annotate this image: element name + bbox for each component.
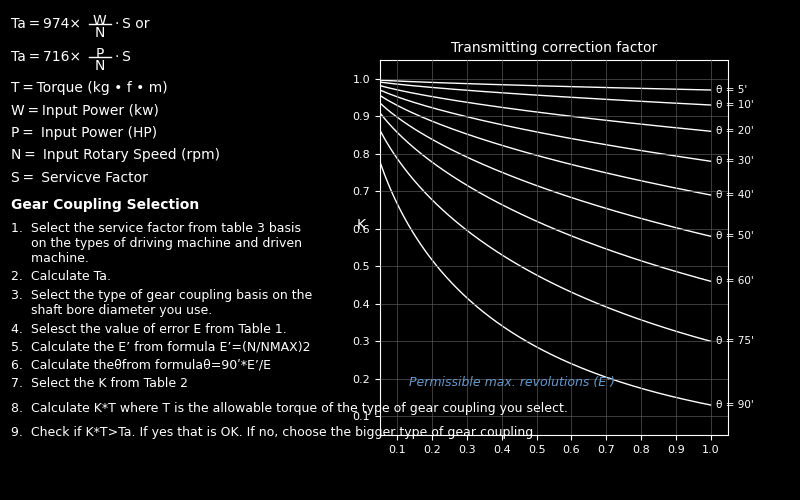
Text: 4.  Selesct the value of error E from Table 1.: 4. Selesct the value of error E from Tab… [11,323,287,336]
Text: 6.  Calculate theθfrom formulaθ=90ʹ*E’/E: 6. Calculate theθfrom formulaθ=90ʹ*E’/E [11,359,271,372]
Text: · S or: · S or [114,18,149,32]
Text: θ = 90': θ = 90' [716,400,754,410]
Text: N: N [94,26,105,40]
Text: T = Torque (kg • f • m): T = Torque (kg • f • m) [11,81,168,95]
Text: θ = 40': θ = 40' [716,190,754,200]
Text: W = Input Power (kw): W = Input Power (kw) [11,104,159,118]
Text: · S: · S [114,50,130,64]
Text: P =  Input Power (HP): P = Input Power (HP) [11,126,158,140]
Text: Ta = 974×: Ta = 974× [11,18,82,32]
Text: P: P [95,46,104,60]
Text: on the types of driving machine and driven: on the types of driving machine and driv… [11,238,302,250]
Text: W: W [93,14,106,28]
Text: θ = 75': θ = 75' [716,336,754,346]
Text: S =  Servicve Factor: S = Servicve Factor [11,171,148,185]
Text: 5.  Calculate the E’ from formula E’=(N/NMAX)2: 5. Calculate the E’ from formula E’=(N/N… [11,341,310,354]
Text: Gear Coupling Selection: Gear Coupling Selection [11,198,199,211]
Text: 8.  Calculate K*T where T is the allowable torque of the type of gear coupling y: 8. Calculate K*T where T is the allowabl… [11,402,568,415]
Text: N: N [94,58,105,72]
Text: N =  Input Rotary Speed (rpm): N = Input Rotary Speed (rpm) [11,148,220,162]
Text: Permissible max. revolutions (E’): Permissible max. revolutions (E’) [410,376,615,389]
Text: θ = 60': θ = 60' [716,276,754,286]
Text: θ = 30': θ = 30' [716,156,754,166]
Text: 1.  Select the service factor from table 3 basis: 1. Select the service factor from table … [11,222,302,235]
Text: θ = 50': θ = 50' [716,231,754,241]
Text: θ = 20': θ = 20' [716,126,754,136]
Text: θ = 5': θ = 5' [716,85,747,95]
Text: shaft bore diameter you use.: shaft bore diameter you use. [11,304,213,317]
Text: K: K [357,218,366,232]
Text: Ta = 716×: Ta = 716× [11,50,82,64]
Text: machine.: machine. [11,252,89,264]
Text: 9.  Check if K*T>Ta. If yes that is OK. If no, choose the bigger type of gear co: 9. Check if K*T>Ta. If yes that is OK. I… [11,426,538,439]
Text: 2.  Calculate Ta.: 2. Calculate Ta. [11,270,111,283]
Text: θ = 10': θ = 10' [716,100,754,110]
Text: 7.  Select the K from Table 2: 7. Select the K from Table 2 [11,377,188,390]
Text: 3.  Select the type of gear coupling basis on the: 3. Select the type of gear coupling basi… [11,289,313,302]
Title: Transmitting correction factor: Transmitting correction factor [451,40,657,54]
